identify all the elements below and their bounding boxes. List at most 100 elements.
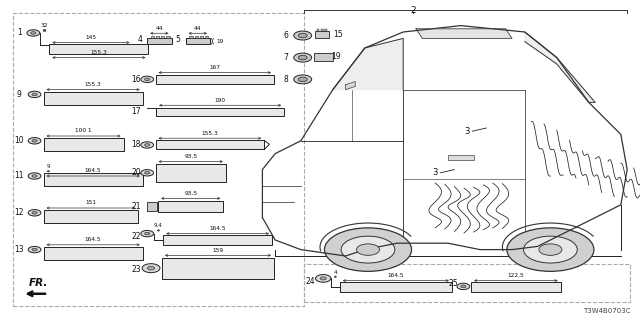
Bar: [44, 138, 124, 151]
Text: 44: 44: [194, 26, 202, 31]
Text: 164.5: 164.5: [209, 226, 226, 231]
Circle shape: [32, 93, 37, 96]
Circle shape: [298, 77, 307, 82]
Circle shape: [141, 170, 154, 176]
Text: 164.5: 164.5: [85, 168, 101, 173]
Text: 164.5: 164.5: [85, 237, 101, 242]
Bar: [44, 210, 138, 223]
Circle shape: [32, 212, 37, 214]
Text: 151: 151: [85, 200, 97, 205]
Text: 6: 6: [283, 31, 288, 40]
Circle shape: [147, 266, 155, 270]
Bar: [156, 140, 264, 149]
Circle shape: [539, 244, 562, 255]
Circle shape: [145, 78, 150, 81]
Circle shape: [28, 138, 41, 144]
Text: 100 1: 100 1: [76, 128, 92, 133]
Bar: [147, 38, 172, 44]
Text: 145: 145: [85, 35, 97, 40]
Circle shape: [32, 175, 37, 177]
Bar: [186, 38, 210, 44]
Text: 15: 15: [333, 30, 342, 39]
Bar: [471, 282, 561, 292]
Text: 5: 5: [175, 35, 180, 44]
Text: 3: 3: [465, 127, 470, 136]
Text: 10: 10: [14, 136, 24, 145]
Circle shape: [507, 228, 594, 271]
Polygon shape: [416, 29, 512, 38]
Text: 24: 24: [306, 277, 316, 286]
Bar: [314, 53, 333, 61]
Circle shape: [28, 210, 41, 216]
Bar: [156, 36, 159, 38]
Text: 11: 11: [15, 172, 24, 180]
Text: 21: 21: [131, 202, 141, 211]
Bar: [44, 247, 143, 260]
Circle shape: [145, 172, 150, 174]
Text: 9: 9: [17, 90, 22, 99]
Circle shape: [28, 91, 41, 98]
Bar: [151, 36, 154, 38]
Bar: [49, 44, 148, 54]
Text: 164.5: 164.5: [388, 273, 404, 278]
Circle shape: [316, 275, 331, 282]
Bar: [448, 155, 474, 160]
Text: 159: 159: [212, 248, 223, 253]
Text: 44: 44: [156, 26, 163, 31]
Circle shape: [28, 173, 41, 179]
Bar: [44, 92, 143, 105]
Polygon shape: [333, 38, 403, 90]
Circle shape: [32, 140, 37, 142]
Circle shape: [145, 232, 150, 235]
Circle shape: [320, 277, 326, 280]
Text: 19: 19: [216, 39, 224, 44]
Text: 4: 4: [137, 35, 142, 44]
Bar: [156, 75, 274, 84]
Circle shape: [27, 30, 40, 36]
Bar: [189, 36, 193, 38]
Bar: [162, 258, 274, 279]
Text: 167: 167: [209, 65, 220, 70]
Circle shape: [298, 33, 307, 38]
Bar: [147, 202, 157, 211]
Circle shape: [524, 236, 577, 263]
Circle shape: [142, 264, 160, 273]
Circle shape: [141, 230, 154, 237]
Circle shape: [294, 31, 312, 40]
Text: 23: 23: [131, 265, 141, 274]
Text: 155.3: 155.3: [90, 50, 108, 55]
Text: 20: 20: [131, 168, 141, 177]
Text: 190: 190: [214, 98, 226, 103]
Polygon shape: [525, 32, 595, 102]
Circle shape: [294, 75, 312, 84]
Text: 8: 8: [283, 75, 288, 84]
Bar: [158, 201, 223, 212]
Text: FR.: FR.: [29, 278, 48, 288]
Text: 155.3: 155.3: [84, 82, 102, 87]
Bar: [166, 36, 170, 38]
Text: T3W4B0703C: T3W4B0703C: [583, 308, 630, 314]
Text: 155.3: 155.3: [202, 131, 218, 136]
Text: 7: 7: [283, 53, 288, 62]
Bar: [163, 235, 272, 245]
Text: 9: 9: [47, 164, 50, 169]
Bar: [304, 264, 630, 302]
Circle shape: [356, 244, 380, 255]
Bar: [161, 36, 164, 38]
Circle shape: [28, 246, 41, 253]
Text: 16: 16: [131, 75, 141, 84]
Bar: [324, 29, 327, 31]
Polygon shape: [346, 82, 355, 90]
Bar: [340, 282, 452, 292]
Bar: [200, 36, 203, 38]
Bar: [317, 29, 319, 31]
Text: 13: 13: [14, 245, 24, 254]
Text: 18: 18: [131, 140, 141, 149]
Text: 4: 4: [333, 269, 337, 275]
Text: 122.5: 122.5: [508, 273, 524, 278]
Circle shape: [141, 142, 154, 148]
Bar: [195, 36, 198, 38]
Circle shape: [294, 53, 312, 62]
Circle shape: [457, 283, 470, 290]
Bar: [13, 13, 304, 306]
